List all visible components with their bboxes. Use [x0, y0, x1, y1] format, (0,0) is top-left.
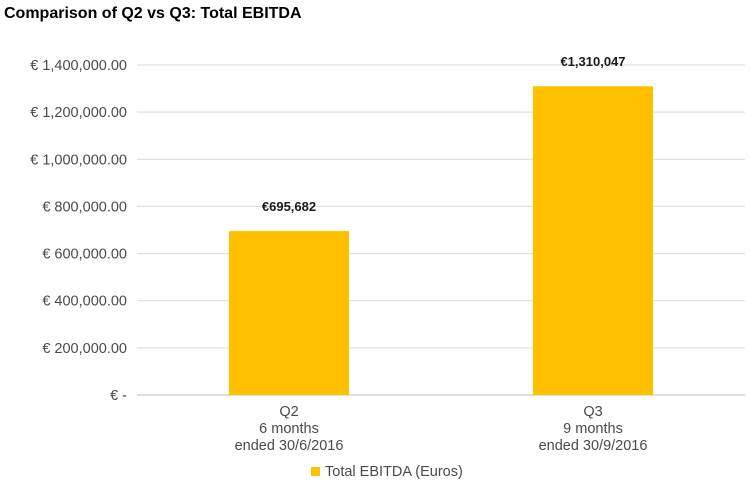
data-labels: €695,682 €1,310,047 [262, 54, 626, 214]
legend-label: Total EBITDA (Euros) [325, 464, 463, 480]
x-category-label: Q2 [279, 404, 298, 420]
bar [228, 231, 350, 395]
data-label: €1,310,047 [560, 54, 625, 69]
legend-swatch [311, 467, 320, 476]
x-category-label: ended 30/6/2016 [235, 438, 344, 454]
gridlines [137, 64, 745, 396]
x-category-label: ended 30/9/2016 [539, 438, 648, 454]
y-tick-label: € - [110, 388, 127, 404]
y-tick-label: € 1,000,000.00 [30, 152, 127, 168]
chart-title: Comparison of Q2 vs Q3: Total EBITDA [4, 5, 302, 22]
y-tick-label: € 400,000.00 [42, 294, 127, 310]
y-tick-label: € 200,000.00 [42, 341, 127, 357]
x-category-label: Q3 [583, 404, 602, 420]
y-tick-label: € 600,000.00 [42, 247, 127, 263]
x-category-label: 9 months [563, 421, 623, 437]
y-tick-label: € 1,400,000.00 [30, 58, 127, 74]
x-category-label: 6 months [259, 421, 319, 437]
bars [228, 86, 654, 395]
y-tick-label: € 1,200,000.00 [30, 105, 127, 121]
legend: Total EBITDA (Euros) [311, 464, 463, 480]
bar [532, 86, 654, 395]
y-tick-label: € 800,000.00 [42, 199, 127, 215]
data-label: €695,682 [262, 199, 316, 214]
y-axis-tick-labels: € - € 200,000.00 € 400,000.00 € 600,000.00 €… [30, 58, 127, 404]
